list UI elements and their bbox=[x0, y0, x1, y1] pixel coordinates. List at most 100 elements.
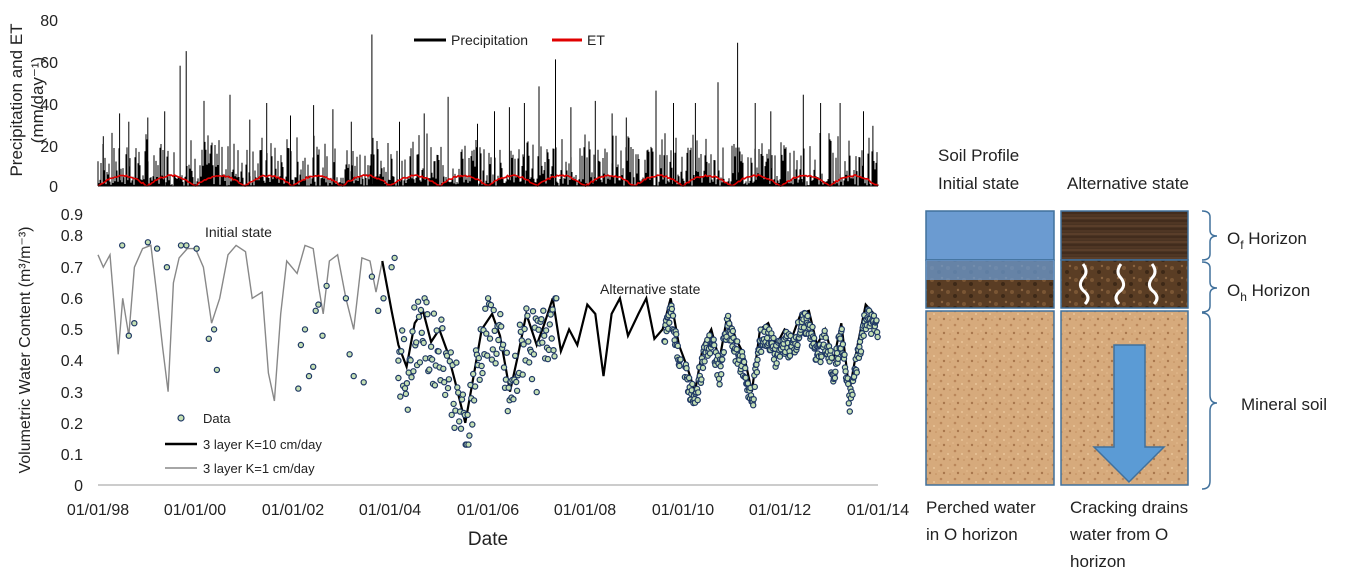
data-point bbox=[695, 389, 702, 396]
data-point bbox=[407, 357, 414, 364]
data-point bbox=[834, 355, 842, 362]
data-point bbox=[210, 326, 218, 333]
data-point bbox=[410, 368, 417, 375]
data-point bbox=[483, 330, 490, 337]
data-point bbox=[701, 358, 708, 365]
data-point bbox=[860, 332, 867, 339]
data-point bbox=[465, 441, 472, 448]
caption-left-2: in O horizon bbox=[926, 525, 1018, 544]
data-point bbox=[445, 376, 453, 383]
series-line-k1 bbox=[97, 244, 383, 402]
legend-k1-label: 3 layer K=1 cm/day bbox=[203, 461, 315, 476]
data-point bbox=[751, 383, 759, 391]
brace-of bbox=[1201, 210, 1218, 261]
data-point bbox=[742, 374, 749, 381]
alt-of-layer bbox=[1060, 210, 1189, 261]
vwc-x-tick: 01/01/98 bbox=[67, 502, 129, 519]
data-point bbox=[873, 317, 880, 324]
data-point bbox=[413, 339, 420, 346]
data-point bbox=[319, 332, 326, 339]
data-point bbox=[395, 357, 402, 364]
data-point bbox=[424, 311, 431, 318]
data-point bbox=[466, 432, 473, 439]
data-point bbox=[402, 390, 410, 398]
vwc-y-ticks: 0 0.1 0.2 0.3 0.4 0.5 0.6 0.7 0.8 0.9 bbox=[61, 207, 83, 495]
vwc-y-tick: 0.2 bbox=[61, 416, 83, 433]
data-point bbox=[488, 356, 496, 363]
data-point bbox=[853, 369, 861, 376]
legend-precip-label: Precipitation bbox=[451, 32, 528, 48]
label-mineral-soil: Mineral soil bbox=[1241, 395, 1327, 414]
data-point bbox=[533, 388, 540, 396]
data-point bbox=[416, 359, 424, 366]
legend-et-label: ET bbox=[587, 32, 605, 48]
data-point bbox=[541, 332, 548, 339]
data-point bbox=[698, 376, 705, 383]
data-point bbox=[716, 381, 723, 388]
data-point bbox=[540, 307, 547, 314]
vwc-y-tick: 0 bbox=[74, 478, 83, 495]
data-point bbox=[350, 372, 357, 380]
data-point bbox=[500, 364, 508, 371]
precipitation-bars bbox=[97, 34, 879, 186]
data-point bbox=[375, 307, 382, 314]
data-point bbox=[482, 305, 489, 312]
data-point bbox=[456, 418, 463, 425]
data-point bbox=[454, 384, 461, 391]
data-point bbox=[674, 342, 682, 350]
data-point bbox=[504, 407, 511, 415]
data-point bbox=[706, 350, 714, 357]
data-point bbox=[833, 349, 841, 357]
data-point bbox=[153, 245, 161, 252]
data-point bbox=[368, 273, 376, 280]
data-point bbox=[312, 307, 319, 314]
data-point bbox=[498, 323, 505, 330]
drainage-arrow bbox=[1092, 344, 1166, 484]
label-oh-suffix: Horizon bbox=[1247, 281, 1310, 300]
data-point bbox=[499, 341, 507, 348]
data-point bbox=[403, 380, 411, 387]
initial-mineral-layer bbox=[925, 310, 1055, 486]
data-point bbox=[513, 387, 521, 394]
data-point bbox=[726, 320, 733, 327]
data-point bbox=[310, 363, 317, 370]
data-point bbox=[776, 353, 784, 360]
data-point bbox=[734, 338, 741, 345]
data-point bbox=[475, 354, 482, 362]
data-point bbox=[438, 316, 445, 323]
data-point bbox=[551, 353, 558, 360]
data-point bbox=[476, 376, 483, 383]
data-point bbox=[428, 356, 436, 363]
label-oh-sub: h bbox=[1240, 290, 1247, 304]
data-point bbox=[391, 254, 398, 262]
data-point bbox=[464, 411, 471, 419]
vwc-x-tick: 01/01/12 bbox=[749, 502, 811, 519]
data-point bbox=[484, 352, 491, 359]
data-point bbox=[435, 348, 442, 355]
data-point bbox=[842, 368, 849, 375]
data-point bbox=[409, 328, 416, 335]
vwc-y-tick: 0.1 bbox=[61, 447, 83, 464]
vwc-y-tick: 0.7 bbox=[61, 260, 83, 277]
annotation-initial-state: Initial state bbox=[205, 224, 272, 240]
precip-y-tick-80: 80 bbox=[40, 13, 58, 30]
data-point bbox=[818, 353, 825, 360]
data-point bbox=[490, 306, 497, 314]
data-point bbox=[491, 327, 498, 334]
annotation-alternative-state: Alternative state bbox=[600, 281, 701, 297]
data-point bbox=[457, 425, 465, 432]
data-point bbox=[395, 374, 402, 382]
data-point bbox=[770, 334, 777, 342]
data-point bbox=[673, 331, 680, 338]
data-point bbox=[183, 242, 190, 249]
data-point bbox=[846, 408, 854, 415]
data-point bbox=[874, 333, 881, 341]
precip-y-label-line1: Precipitation and ET bbox=[7, 23, 26, 176]
data-point bbox=[417, 306, 425, 314]
data-point bbox=[740, 358, 748, 366]
data-point bbox=[360, 379, 367, 386]
label-of-sub: f bbox=[1240, 238, 1244, 252]
vwc-x-tick: 01/01/04 bbox=[359, 502, 421, 519]
data-point bbox=[426, 366, 433, 373]
